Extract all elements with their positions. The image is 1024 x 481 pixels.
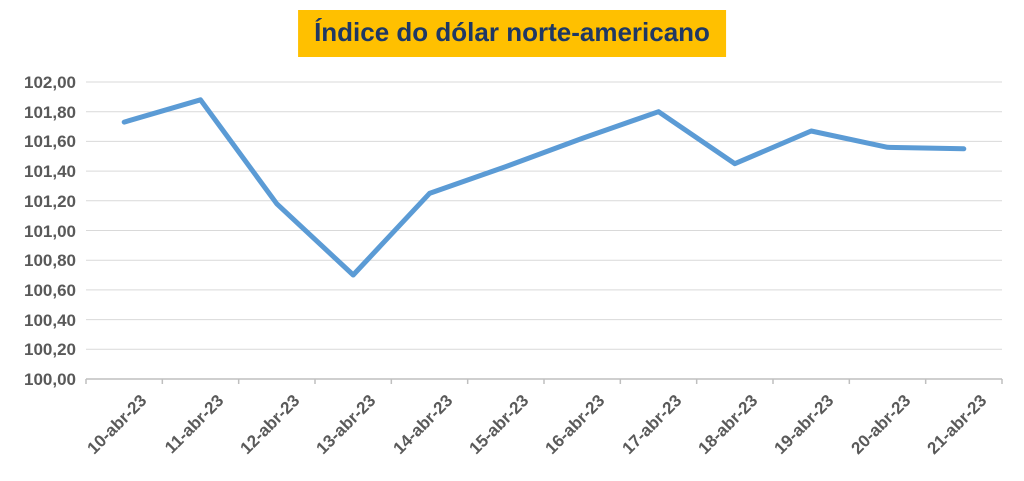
y-tick-label: 101,80: [24, 102, 76, 122]
y-tick-label: 100,80: [24, 251, 76, 271]
y-tick-label: 101,00: [24, 221, 76, 241]
y-tick-label: 100,20: [24, 340, 76, 360]
y-tick-label: 101,20: [24, 191, 76, 211]
y-tick-label: 101,40: [24, 162, 76, 182]
y-tick-label: 100,40: [24, 310, 76, 330]
y-tick-label: 100,60: [24, 280, 76, 300]
chart-title: Índice do dólar norte-americano: [298, 10, 726, 57]
y-tick-label: 101,60: [24, 132, 76, 152]
y-tick-label: 100,00: [24, 370, 76, 389]
y-tick-label: 102,00: [24, 73, 76, 92]
series-line: [121, 97, 967, 278]
